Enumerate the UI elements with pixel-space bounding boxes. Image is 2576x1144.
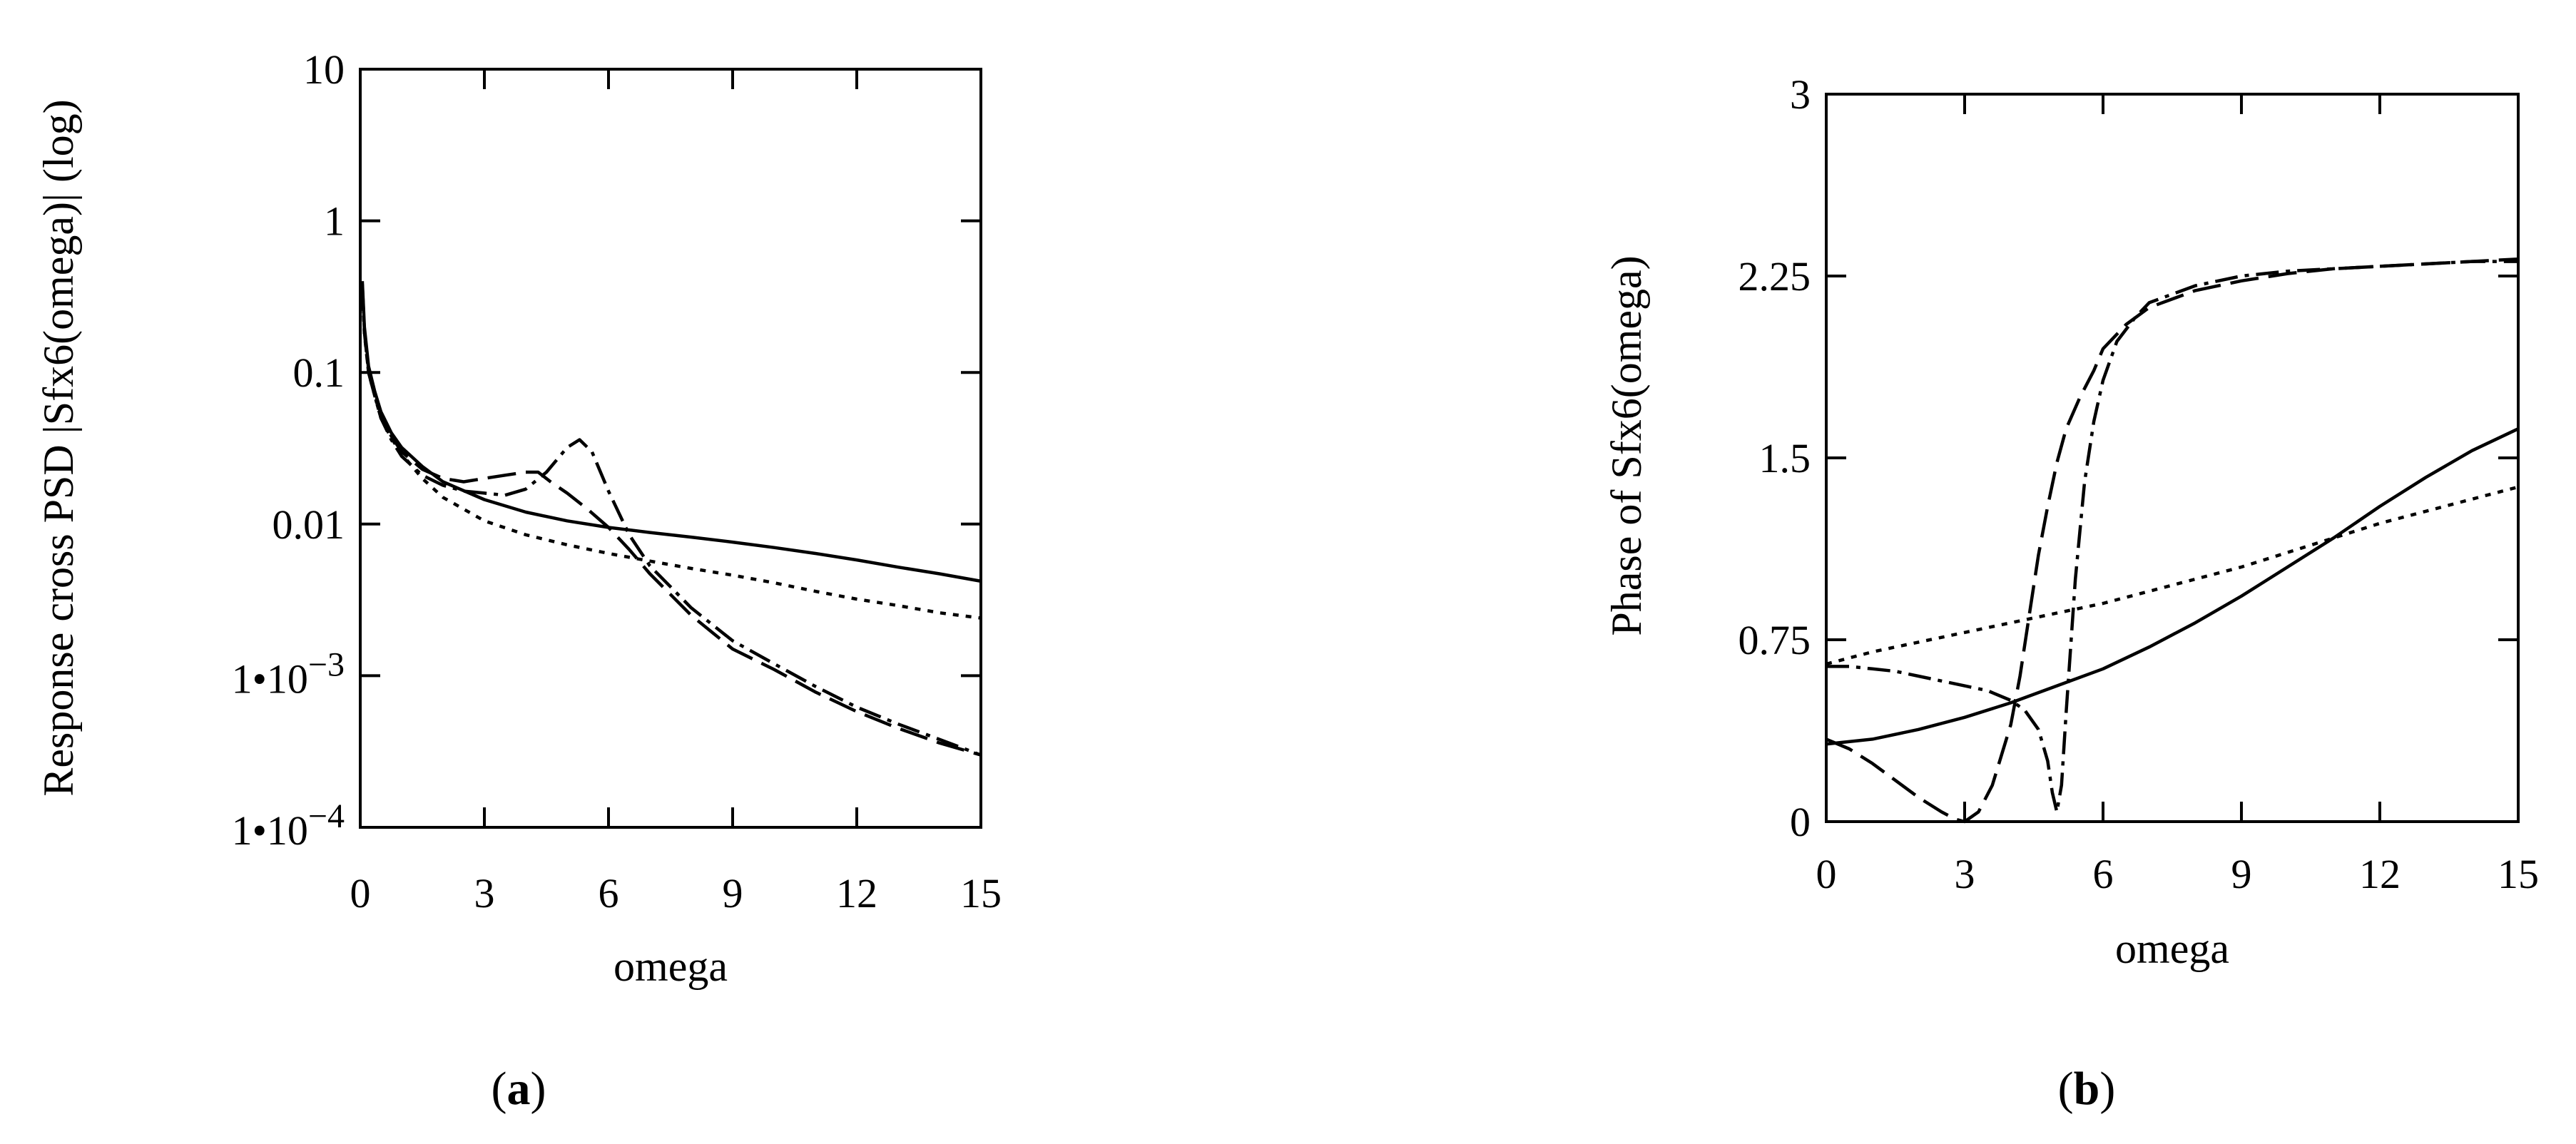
plot-b-x-tick-labels: 0 3 6 9 12 15 xyxy=(1816,851,2540,897)
plot-a-series-dashed-line xyxy=(360,284,982,757)
plot-b-frame xyxy=(1825,93,2520,823)
plot-a-frame xyxy=(359,68,982,829)
panel-a: 0 3 6 9 12 15 1•10−4 1•10−3 0.01 0.1 1 10 omega Re… xyxy=(35,46,1002,1115)
plot-b-y-tick-labels: 0 0.75 1.5 2.25 3 xyxy=(1738,71,1811,845)
plot-a-y-tick-label: 1 xyxy=(324,198,345,245)
panel-a-letter: a xyxy=(507,1063,531,1115)
plot-a-x-tick-label: 3 xyxy=(474,870,495,916)
plot-b-ticks xyxy=(1826,94,2518,822)
plot-a-y-axis-label: Response cross PSD |Sfx6(omega)| (log) xyxy=(35,99,82,796)
plot-b-x-tick-label: 15 xyxy=(2498,851,2539,897)
plot-a-y-tick-label: 0.01 xyxy=(273,501,345,548)
plot-b-y-tick-label: 2.25 xyxy=(1738,253,1811,300)
plot-a-x-tick-label: 0 xyxy=(350,870,371,916)
plot-a-x-tick-label: 6 xyxy=(599,870,619,916)
panel-a-label: (a) xyxy=(492,1063,546,1115)
plot-a-series-dash-dot-line xyxy=(360,287,982,757)
plot-a-x-axis-label: omega xyxy=(614,943,728,990)
plot-a-y-tick-label: 1•10−3 xyxy=(232,645,345,702)
plot-a-x-tick-label: 12 xyxy=(836,870,877,916)
plot-b-x-axis-label: omega xyxy=(2115,925,2229,972)
plot-b-y-tick-label: 3 xyxy=(1790,71,1811,118)
plot-a-series-dotted-line xyxy=(360,290,982,620)
plot-a-y-tick-labels: 1•10−4 1•10−3 0.01 0.1 1 10 xyxy=(232,46,345,854)
plot-a-ticks xyxy=(360,69,981,827)
plot-a-x-tick-label: 15 xyxy=(960,870,1002,916)
plot-b-x-tick-label: 9 xyxy=(2231,851,2252,897)
plot-b-x-tick-label: 0 xyxy=(1816,851,1837,897)
plot-a-y-tick-label: 1•10−4 xyxy=(232,797,345,854)
plot-b-series-group xyxy=(1826,257,2519,824)
plot-a-series-solid-line xyxy=(360,281,982,583)
plot-b-y-tick-label: 0.75 xyxy=(1738,617,1811,663)
plot-a-x-tick-labels: 0 3 6 9 12 15 xyxy=(350,870,1002,916)
plot-a-series-group xyxy=(360,281,982,757)
plot-b-series-solid-line xyxy=(1826,427,2519,746)
panel-b: 0 3 6 9 12 15 0 0.75 1.5 2.25 3 omega Phase of Sf… xyxy=(1603,71,2539,1115)
plot-a-x-tick-label: 9 xyxy=(723,870,743,916)
plot-b-x-tick-label: 3 xyxy=(1955,851,1975,897)
plot-a-y-tick-label: 0.1 xyxy=(293,349,345,396)
plot-b-y-tick-label: 0 xyxy=(1790,799,1811,845)
plot-b-series-dash-dot-line xyxy=(1826,260,2518,814)
plot-a-y-tick-label: 10 xyxy=(303,46,345,93)
panel-b-label: (b) xyxy=(2058,1063,2116,1115)
panel-b-letter: b xyxy=(2074,1063,2100,1115)
plot-b-x-tick-label: 12 xyxy=(2359,851,2401,897)
plot-b-y-axis-label: Phase of Sfx6(omega) xyxy=(1603,255,1650,635)
plot-b-y-tick-label: 1.5 xyxy=(1759,435,1811,481)
plot-b-series-dotted-line xyxy=(1826,485,2519,666)
plot-b-x-tick-label: 6 xyxy=(2093,851,2114,897)
plot-b-series-dashed-line xyxy=(1826,257,2519,824)
